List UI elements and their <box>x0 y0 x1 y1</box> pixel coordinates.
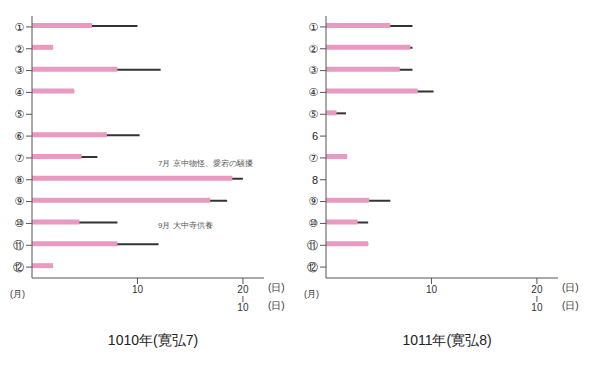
svg-text:⑪: ⑪ <box>13 239 24 251</box>
svg-text:⑥: ⑥ <box>14 130 24 142</box>
svg-text:④: ④ <box>14 86 24 98</box>
svg-text:⑨: ⑨ <box>14 195 24 207</box>
svg-text:20: 20 <box>531 284 543 295</box>
html-text:1010年(寛弘7): 1010年(寛弘7) <box>107 332 199 348</box>
svg-text:⑨: ⑨ <box>308 195 318 207</box>
svg-text:10: 10 <box>531 302 543 313</box>
svg-text:②: ② <box>14 43 24 55</box>
html-text:7月 京中物怪、愛宕の騒擾: 7月 京中物怪、愛宕の騒擾 <box>158 159 253 168</box>
svg-text:10: 10 <box>132 284 144 295</box>
svg-text:(日): (日) <box>562 282 579 293</box>
svg-text:⑩: ⑩ <box>14 217 24 229</box>
html-text:(月): (月) <box>304 289 319 299</box>
svg-text:8: 8 <box>312 174 318 186</box>
svg-text:⑤: ⑤ <box>14 108 24 120</box>
svg-text:6: 6 <box>312 130 318 142</box>
svg-text:②: ② <box>308 43 318 55</box>
svg-text:①: ① <box>14 21 24 33</box>
svg-text:④: ④ <box>308 86 318 98</box>
svg-text:(日): (日) <box>562 300 579 311</box>
svg-text:⑪: ⑪ <box>307 239 318 251</box>
svg-text:③: ③ <box>308 64 318 76</box>
html-text:(月): (月) <box>10 289 25 299</box>
svg-text:20: 20 <box>237 284 249 295</box>
svg-text:⑫: ⑫ <box>307 261 318 273</box>
svg-text:⑫: ⑫ <box>13 261 24 273</box>
svg-text:(日): (日) <box>268 300 285 311</box>
svg-text:(日): (日) <box>268 282 285 293</box>
svg-text:③: ③ <box>14 64 24 76</box>
svg-text:⑤: ⑤ <box>308 108 318 120</box>
svg-text:⑦: ⑦ <box>14 152 24 164</box>
svg-text:10: 10 <box>237 302 249 313</box>
svg-text:①: ① <box>308 21 318 33</box>
html-text:9月 大中寺供養: 9月 大中寺供養 <box>158 221 213 230</box>
html-text:1011年(寛弘8): 1011年(寛弘8) <box>402 332 492 348</box>
svg-text:⑧: ⑧ <box>14 174 24 186</box>
svg-text:⑦: ⑦ <box>308 152 318 164</box>
svg-text:10: 10 <box>426 284 438 295</box>
svg-text:⑩: ⑩ <box>308 217 318 229</box>
